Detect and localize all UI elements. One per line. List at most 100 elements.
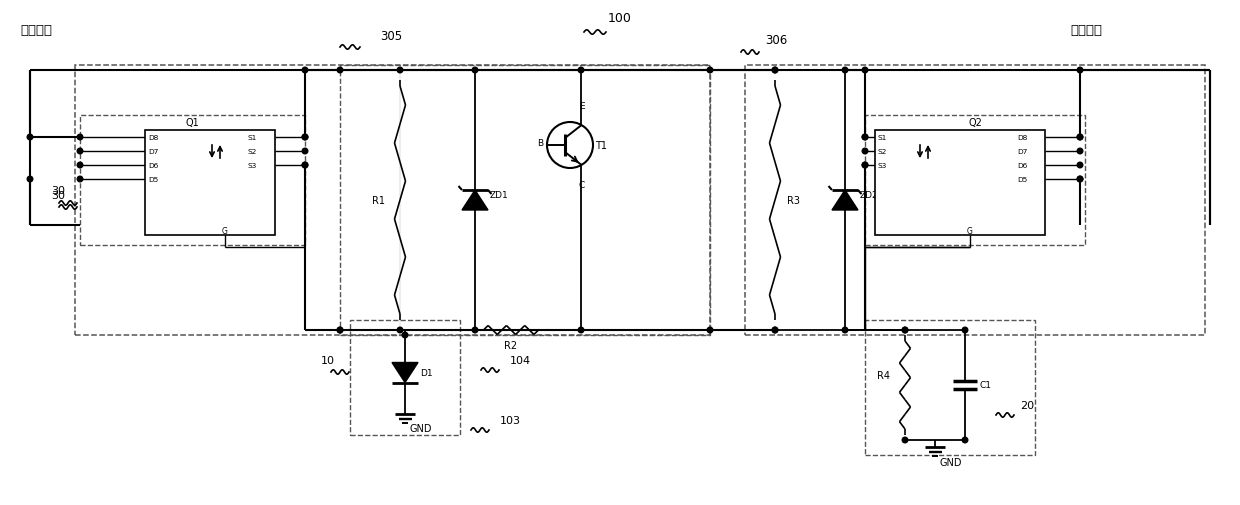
Text: Q2: Q2 bbox=[968, 118, 982, 128]
Text: 305: 305 bbox=[379, 29, 402, 42]
Circle shape bbox=[707, 68, 713, 74]
Bar bbox=[866, 116, 1085, 245]
Text: D6: D6 bbox=[1017, 163, 1027, 169]
Text: 306: 306 bbox=[765, 34, 787, 47]
Text: 103: 103 bbox=[500, 415, 521, 425]
Bar bbox=[350, 320, 460, 435]
Circle shape bbox=[862, 135, 868, 140]
Circle shape bbox=[773, 68, 777, 74]
Text: D8: D8 bbox=[148, 135, 159, 141]
Text: C1: C1 bbox=[980, 381, 992, 390]
Text: S1: S1 bbox=[878, 135, 888, 141]
Circle shape bbox=[578, 68, 584, 74]
Text: D1: D1 bbox=[420, 368, 433, 377]
Circle shape bbox=[77, 135, 83, 140]
Text: ZD1: ZD1 bbox=[490, 191, 508, 200]
Circle shape bbox=[337, 328, 342, 333]
Circle shape bbox=[472, 68, 477, 74]
Circle shape bbox=[773, 328, 777, 333]
Text: D8: D8 bbox=[1017, 135, 1028, 141]
Circle shape bbox=[578, 328, 584, 333]
Circle shape bbox=[903, 328, 908, 333]
Circle shape bbox=[303, 135, 308, 140]
Circle shape bbox=[773, 328, 777, 333]
Circle shape bbox=[27, 177, 32, 182]
Text: G: G bbox=[967, 226, 973, 235]
Bar bbox=[866, 320, 1035, 455]
Text: D7: D7 bbox=[148, 148, 159, 155]
Circle shape bbox=[27, 135, 32, 140]
Bar bbox=[875, 131, 1045, 235]
Circle shape bbox=[303, 68, 308, 74]
Text: D7: D7 bbox=[1017, 148, 1028, 155]
Text: GND: GND bbox=[410, 423, 433, 433]
Circle shape bbox=[303, 163, 308, 169]
Polygon shape bbox=[463, 190, 489, 211]
Circle shape bbox=[842, 328, 848, 333]
Text: T1: T1 bbox=[595, 141, 608, 150]
Circle shape bbox=[77, 177, 83, 182]
Circle shape bbox=[862, 149, 868, 155]
Polygon shape bbox=[392, 363, 418, 383]
Circle shape bbox=[1078, 177, 1083, 182]
Text: E: E bbox=[579, 102, 585, 111]
Text: Q1: Q1 bbox=[186, 118, 200, 128]
Text: B: B bbox=[537, 138, 543, 147]
Circle shape bbox=[1078, 163, 1083, 169]
Text: 30: 30 bbox=[51, 186, 64, 195]
Circle shape bbox=[1078, 68, 1083, 74]
Circle shape bbox=[472, 328, 477, 333]
Bar bbox=[74, 66, 711, 335]
Circle shape bbox=[962, 437, 967, 443]
Text: GND: GND bbox=[940, 457, 962, 467]
Text: R4: R4 bbox=[877, 370, 890, 380]
Circle shape bbox=[303, 149, 308, 155]
Text: S3: S3 bbox=[247, 163, 257, 169]
Text: 10: 10 bbox=[321, 356, 335, 365]
Circle shape bbox=[303, 163, 308, 169]
Text: S1: S1 bbox=[247, 135, 257, 141]
Text: 20: 20 bbox=[1021, 400, 1034, 410]
Text: C: C bbox=[579, 181, 585, 189]
Circle shape bbox=[77, 163, 83, 169]
Circle shape bbox=[337, 68, 342, 74]
Circle shape bbox=[862, 135, 868, 140]
Circle shape bbox=[397, 328, 403, 333]
Circle shape bbox=[1078, 135, 1083, 140]
Bar bbox=[340, 66, 711, 335]
Text: 104: 104 bbox=[510, 356, 531, 365]
Text: D6: D6 bbox=[148, 163, 159, 169]
Bar bbox=[745, 66, 1205, 335]
Bar bbox=[81, 116, 305, 245]
Text: G: G bbox=[222, 226, 228, 235]
Circle shape bbox=[337, 328, 342, 333]
Text: R3: R3 bbox=[787, 195, 800, 206]
Circle shape bbox=[862, 163, 868, 169]
Text: D5: D5 bbox=[148, 177, 159, 183]
Text: ZD2: ZD2 bbox=[861, 191, 879, 200]
Text: S2: S2 bbox=[878, 148, 888, 155]
Circle shape bbox=[903, 328, 908, 333]
Circle shape bbox=[303, 135, 308, 140]
Circle shape bbox=[842, 68, 848, 74]
Text: S2: S2 bbox=[247, 148, 257, 155]
Circle shape bbox=[77, 149, 83, 155]
Text: 输出电压: 输出电压 bbox=[1070, 24, 1102, 37]
Text: R1: R1 bbox=[372, 195, 384, 206]
Text: 30: 30 bbox=[51, 190, 64, 200]
Circle shape bbox=[1078, 177, 1083, 182]
Circle shape bbox=[707, 328, 713, 333]
Text: D5: D5 bbox=[1017, 177, 1027, 183]
Text: S3: S3 bbox=[878, 163, 888, 169]
Circle shape bbox=[862, 163, 868, 169]
Circle shape bbox=[397, 68, 403, 74]
Text: R2: R2 bbox=[505, 340, 517, 350]
Text: 100: 100 bbox=[608, 12, 632, 24]
Circle shape bbox=[1078, 149, 1083, 155]
Circle shape bbox=[962, 328, 967, 333]
Text: 输入电压: 输入电压 bbox=[20, 24, 52, 37]
Circle shape bbox=[402, 332, 408, 338]
Polygon shape bbox=[832, 190, 858, 211]
Circle shape bbox=[862, 68, 868, 74]
Circle shape bbox=[903, 437, 908, 443]
